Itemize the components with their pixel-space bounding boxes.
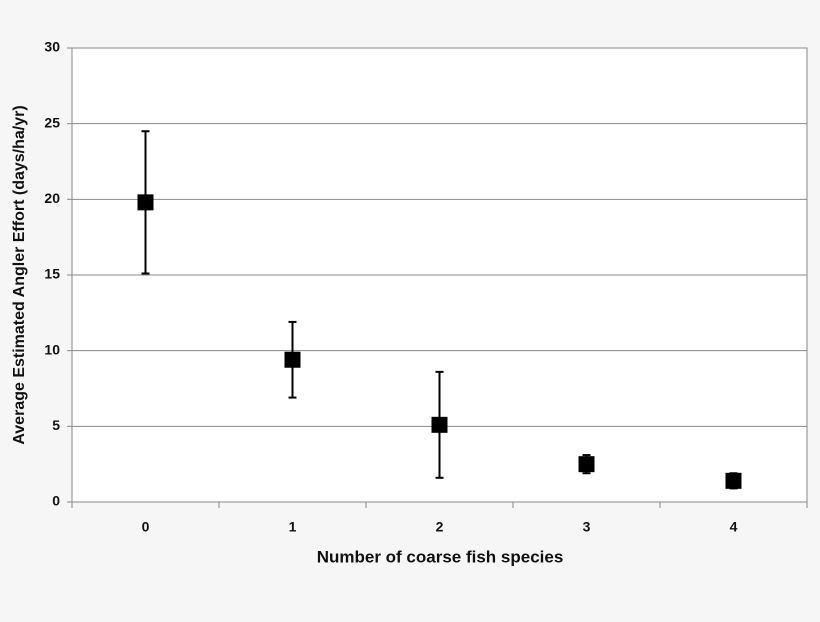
marker (725, 472, 742, 489)
x-tick-label: 4 (730, 519, 738, 535)
y-tick-label: 5 (52, 417, 60, 433)
y-tick-label: 15 (44, 266, 60, 282)
marker (284, 351, 301, 368)
y-tick-label: 0 (52, 493, 60, 509)
x-tick-label: 3 (583, 519, 591, 535)
x-tick-label: 2 (436, 519, 444, 535)
x-tick-label: 0 (142, 519, 150, 535)
x-axis-label: Number of coarse fish species (317, 547, 564, 566)
y-tick-label: 30 (44, 39, 60, 55)
x-tick-label: 1 (289, 519, 297, 535)
y-axis-label: Average Estimated Angler Effort (days/ha… (11, 105, 28, 444)
marker (431, 416, 448, 433)
y-tick-label: 25 (44, 114, 60, 130)
marker (137, 194, 154, 211)
y-tick-label: 10 (44, 341, 60, 357)
marker (578, 456, 595, 473)
y-tick-label: 20 (44, 190, 60, 206)
